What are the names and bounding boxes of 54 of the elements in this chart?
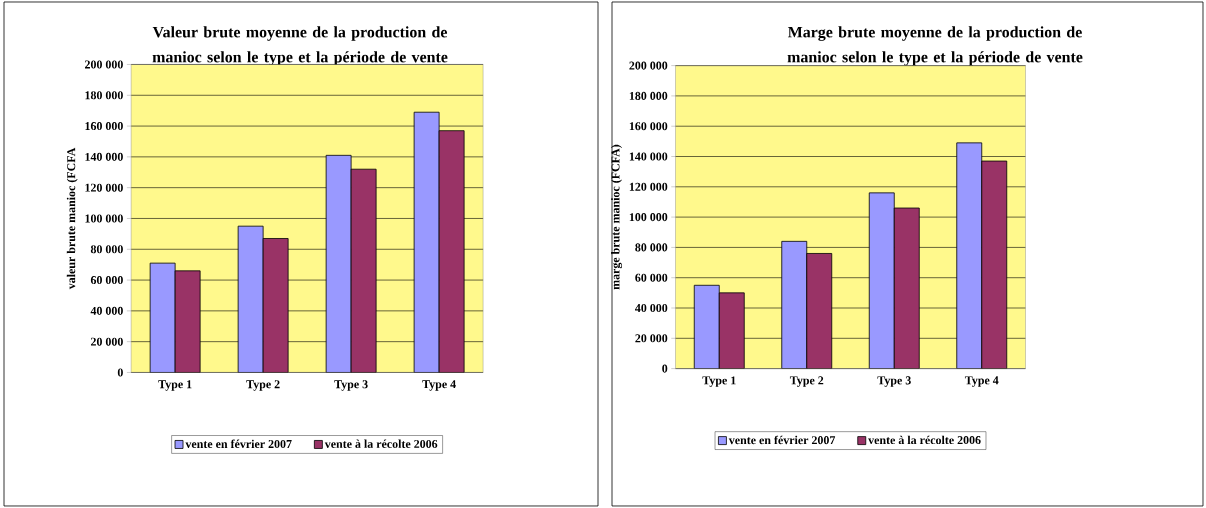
bar — [956, 142, 983, 369]
y-tick-label: 160 000 — [629, 122, 668, 131]
x-tick-label: Type 4 — [964, 376, 999, 387]
legend-label: vente en février 2007 — [185, 439, 292, 449]
x-tick-label: Type 3 — [877, 376, 911, 387]
y-tick-label: 140 000 — [85, 152, 123, 161]
y-tick-label: 0 — [117, 368, 123, 377]
y-tick-label: 0 — [662, 364, 668, 373]
y-tick-label: 120 000 — [629, 182, 668, 191]
y-tick-label: 120 000 — [85, 183, 123, 192]
bar — [868, 192, 895, 369]
y-tick-label: 100 000 — [85, 214, 123, 223]
y-tick-label: 200 000 — [629, 61, 668, 70]
y-tick-label: 200 000 — [85, 60, 123, 69]
y-tick-label: 80 000 — [90, 245, 123, 254]
x-tick-label: Type 2 — [246, 380, 280, 391]
y-tick-label: 20 000 — [90, 337, 123, 346]
x-tick-label: Type 4 — [422, 380, 456, 391]
bar — [237, 225, 264, 373]
x-tick-label: Type 1 — [158, 380, 192, 391]
x-tick-label: Type 2 — [789, 376, 824, 387]
legend-label: vente en février 2007 — [728, 435, 836, 445]
chart-title: Valeur brute moyenne de la production de manioc selon le type et la période de vente — [152, 26, 448, 66]
y-tick-label: 20 000 — [635, 334, 668, 343]
bar — [806, 253, 833, 369]
chart-title: Marge brute moyenne de la production de manioc selon le type et la période de vente — [787, 26, 1083, 66]
bar — [262, 238, 289, 373]
y-tick-label: 180 000 — [629, 91, 668, 100]
y-tick-label: 40 000 — [635, 303, 668, 313]
y-tick-label: 160 000 — [85, 122, 123, 131]
bar — [325, 154, 352, 373]
legend-label: vente à la récolte 2006 — [324, 439, 438, 448]
legend-label: vente à la récolte 2006 — [868, 435, 981, 445]
bar — [893, 207, 920, 369]
x-tick-label: Type 1 — [702, 376, 736, 387]
bar — [781, 240, 808, 369]
y-axis-title: valeur brute manioc (FCFA — [66, 147, 78, 290]
bar — [149, 262, 176, 373]
bar — [350, 168, 377, 373]
bar — [693, 284, 720, 369]
y-tick-label: 80 000 — [635, 243, 668, 252]
y-tick-label: 40 000 — [90, 306, 123, 315]
bar — [413, 111, 440, 373]
y-tick-label: 60 000 — [635, 273, 668, 282]
y-tick-label: 180 000 — [85, 91, 123, 100]
x-tick-label: Type 3 — [334, 380, 368, 391]
y-axis-title: marge brute manioc (FCFA) — [611, 144, 623, 290]
bar — [718, 292, 745, 369]
bar — [174, 270, 201, 373]
bar — [438, 130, 465, 373]
y-tick-label: 100 000 — [629, 213, 668, 222]
y-tick-label: 140 000 — [629, 152, 668, 161]
y-tick-label: 60 000 — [90, 276, 123, 285]
bar — [981, 160, 1008, 369]
